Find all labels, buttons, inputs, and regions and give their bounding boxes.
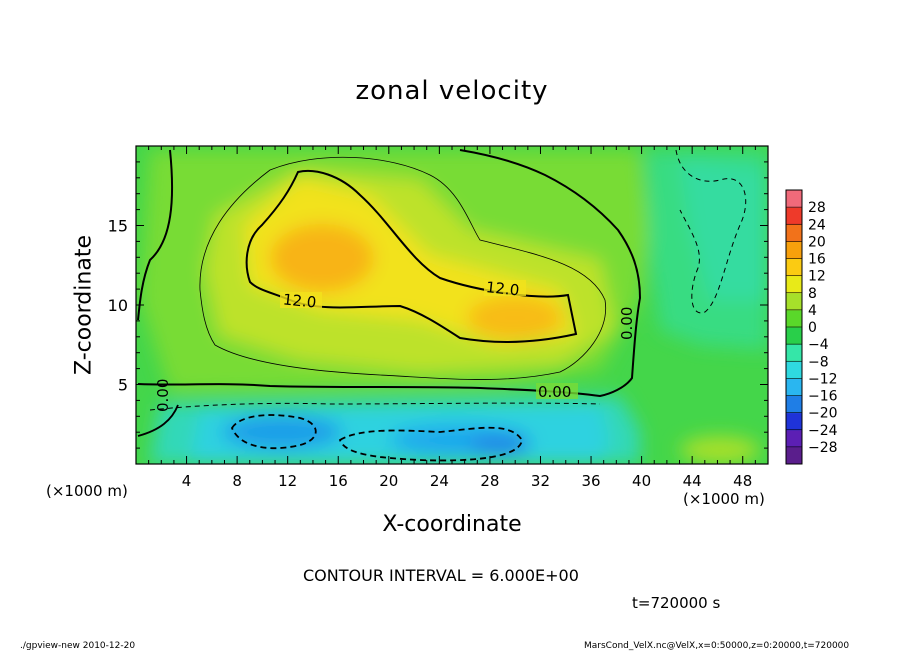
colorbar-label: 16 <box>808 252 826 268</box>
contour-label: 12.0 <box>282 290 317 311</box>
heatmap-field <box>136 146 768 464</box>
x-tick-label: 32 <box>531 472 550 490</box>
x-tick-label: 28 <box>480 472 499 490</box>
colorbar-label: 28 <box>808 200 826 216</box>
x-tick-label: 36 <box>581 472 600 490</box>
x-unit-label-left: (×1000 m) <box>46 482 128 500</box>
x-tick-label: 48 <box>733 472 752 490</box>
colorbar-swatch <box>786 258 802 277</box>
y-axis-label: Z-coordinate <box>71 235 97 375</box>
colorbar-swatch <box>786 241 802 259</box>
colorbar-label: 4 <box>808 303 817 319</box>
colorbar-label: −8 <box>808 354 829 370</box>
contour-zero <box>137 149 642 398</box>
contour-neg12-b <box>338 426 523 462</box>
y-tick-label: 15 <box>108 217 128 236</box>
colorbar-swatch <box>786 361 802 379</box>
chart-title: zonal velocity <box>355 76 549 106</box>
contour-label: 12.0 <box>485 278 520 299</box>
colorbar-swatch <box>786 344 802 362</box>
colorbar-swatch <box>786 446 802 465</box>
footer-source: MarsCond_VelX.nc@VelX,x=0:50000,z=0:2000… <box>584 641 850 651</box>
contour-zero-lower <box>137 404 179 437</box>
contour-interval-text: CONTOUR INTERVAL = 6.000E+00 <box>303 566 579 585</box>
contour-neg12-a <box>230 414 317 450</box>
colorbar-swatch <box>786 224 802 242</box>
colorbar-swatch <box>786 378 802 396</box>
x-tick-label: 40 <box>632 472 651 490</box>
colorbar-label: −20 <box>808 406 838 422</box>
x-tick-label: 24 <box>430 472 449 490</box>
colorbar-swatch <box>786 275 802 294</box>
colorbar-label: −28 <box>808 440 838 456</box>
colorbar-label: −24 <box>808 423 838 439</box>
colorbar-swatch <box>786 207 802 225</box>
y-tick-label: 5 <box>118 376 128 395</box>
colorbar-label: −4 <box>808 337 829 353</box>
colorbar-swatch <box>786 429 802 448</box>
colorbar-swatch <box>786 395 802 414</box>
x-tick-label: 20 <box>379 472 398 490</box>
x-tick-label: 16 <box>329 472 348 490</box>
contour-label: 0.00 <box>618 307 636 340</box>
colorbar-swatch <box>786 327 802 345</box>
colorbar-swatch <box>786 309 802 328</box>
colorbar-swatch <box>786 412 802 431</box>
colorbar-label: 24 <box>808 217 826 233</box>
x-tick-label: 44 <box>683 472 702 490</box>
x-tick-label: 12 <box>278 472 297 490</box>
colorbar-label: 0 <box>808 320 817 336</box>
x-tick-label: 8 <box>232 472 242 490</box>
colorbar-swatch <box>786 190 802 208</box>
x-axis-label: X-coordinate <box>382 512 522 537</box>
colorbar-label: 12 <box>808 269 826 285</box>
x-tick-label: 4 <box>182 472 192 490</box>
colorbar-label: −12 <box>808 371 838 387</box>
contour-label: 0.00 <box>154 379 172 412</box>
colorbar-label: 20 <box>808 234 826 250</box>
contour-zero-left <box>137 149 174 321</box>
time-stamp: t=720000 s <box>632 594 721 612</box>
contour-neg6-right <box>675 149 747 314</box>
y-tick-label: 10 <box>108 296 128 315</box>
x-unit-label-right: (×1000 m) <box>683 490 765 508</box>
contour-neg6 <box>149 402 601 411</box>
contour-label: 0.00 <box>538 383 571 401</box>
contour-6 <box>199 156 607 380</box>
colorbar-swatch <box>786 292 802 311</box>
colorbar-label: −16 <box>808 389 838 405</box>
colorbar-label: 8 <box>808 286 817 302</box>
footer-program: ./gpview-new 2010-12-20 <box>20 641 136 651</box>
